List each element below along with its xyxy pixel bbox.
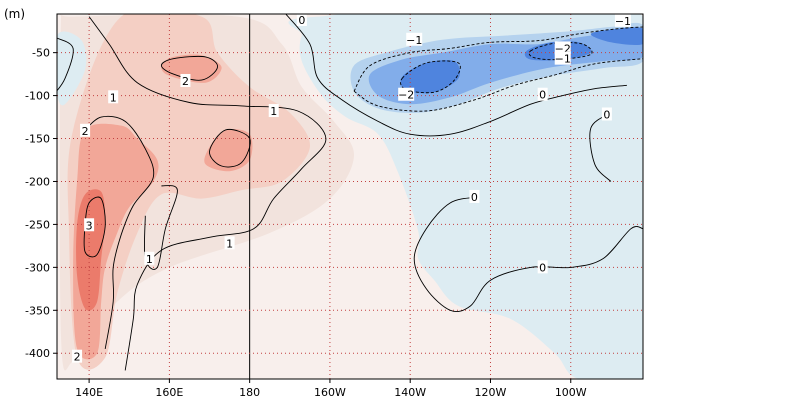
plot-frame (56, 13, 644, 380)
contour-label-bg-4 (80, 123, 91, 137)
contour-label-1: 1 (110, 91, 117, 104)
contour-line-7 (413, 196, 643, 313)
contour-line-6 (285, 14, 627, 137)
contour-label-8: 2 (74, 351, 81, 364)
x-tick-label-4: 140W (394, 386, 426, 399)
contour-label-bg-7 (224, 236, 235, 250)
shaded-region-neg-1-7 (57, 31, 87, 106)
contour-label-0: 0 (298, 14, 305, 27)
contour-label-bg-11 (554, 41, 571, 55)
contour-line-8 (589, 112, 612, 182)
contour-label-bg-2 (268, 104, 279, 118)
contour-line-4 (209, 128, 251, 168)
contour-label-7: 1 (226, 237, 233, 250)
contour-label-bg-13 (614, 13, 631, 27)
contour-line-10 (353, 26, 643, 92)
x-tick-label-0: 140E (75, 386, 103, 399)
y-tick-label-7: -400 (25, 347, 50, 360)
shaded-region-neg-4-12 (590, 27, 643, 46)
contour-line-11 (353, 58, 643, 112)
y-axis: -50 -100 -150 -200 -250 -300 -350 -400 (25, 47, 57, 360)
shaded-region-pos-3-4 (161, 54, 222, 83)
x-tick-label-5: 120W (475, 386, 507, 399)
contour-label-bg-14 (537, 87, 548, 101)
contour-label-12: −1 (555, 53, 571, 66)
contour-label-16: 0 (471, 191, 478, 204)
contour-label-3: 2 (182, 75, 189, 88)
x-tick-label-6: 100W (555, 386, 587, 399)
contour-label-bg-6 (144, 251, 155, 265)
contour-line-3 (160, 55, 218, 81)
contour-line-13 (528, 42, 593, 61)
contour-label-bg-15 (601, 107, 612, 121)
x-tick-label-3: 160W (314, 386, 346, 399)
contour-label-13: −1 (615, 15, 631, 28)
y-tick-label-1: -100 (25, 90, 50, 103)
y-tick-label-6: -350 (25, 304, 50, 317)
contour-label-bg-17 (537, 260, 548, 274)
contour-label-bg-9 (406, 32, 423, 46)
y-axis-unit-label: (m) (4, 7, 25, 21)
contour-label-5: 3 (86, 219, 93, 232)
contour-label-10: −2 (398, 89, 414, 102)
contour-label-17: 0 (539, 261, 546, 274)
y-tick-label-3: -200 (25, 175, 50, 188)
contour-label-bg-8 (72, 349, 83, 363)
contour-line-9 (57, 37, 74, 92)
contour-label-4: 2 (82, 125, 89, 138)
contour-label-bg-10 (398, 87, 415, 101)
contour-label-bg-1 (108, 90, 119, 104)
contour-label-9: −1 (406, 34, 422, 47)
y-tick-label-5: -300 (25, 261, 50, 274)
x-tick-label-2: 180 (239, 386, 260, 399)
shaded-region-pos-3-3 (204, 128, 253, 172)
contour-label-bg-0 (296, 13, 307, 27)
contour-line-2 (84, 115, 155, 349)
x-axis: 140E 160E 180 160W 140W 120W 100W (75, 379, 587, 399)
shaded-regions (57, 14, 643, 379)
contour-label-bg-5 (84, 218, 95, 232)
contour-label-bg-16 (469, 189, 480, 203)
contour-line-0 (88, 16, 327, 371)
contour-label-bg-3 (180, 73, 191, 87)
contour-label-2: 1 (270, 105, 277, 118)
y-tick-label-2: -150 (25, 133, 50, 146)
y-tick-label-0: -50 (32, 47, 50, 60)
contour-label-bg-12 (554, 51, 571, 65)
y-tick-label-4: -250 (25, 218, 50, 231)
x-tick-label-1: 160E (155, 386, 183, 399)
contour-label-15: 0 (603, 108, 610, 121)
contour-label-14: 0 (539, 89, 546, 102)
shaded-region-pos-4-5 (76, 189, 106, 311)
contour-label-6: 1 (146, 253, 153, 266)
